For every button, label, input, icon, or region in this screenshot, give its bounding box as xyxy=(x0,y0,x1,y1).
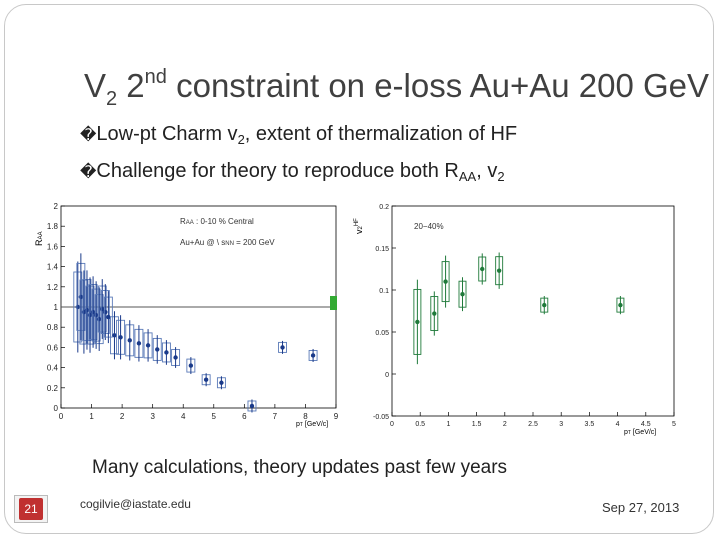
x-tick-label: 6 xyxy=(242,412,247,421)
y-tick-label: 1.2 xyxy=(47,283,59,292)
raa-legend-2: Au+Au @ \ sNN = 200 GeV xyxy=(180,238,275,247)
y-tick-label: -0.05 xyxy=(373,414,389,421)
data-point xyxy=(203,377,209,382)
x-tick-label: 0.5 xyxy=(415,421,425,428)
x-tick-label: 3 xyxy=(150,412,155,421)
v2-xlabel: pT [GeV/c] xyxy=(624,429,656,436)
data-point xyxy=(112,333,117,338)
y-tick-label: 1 xyxy=(54,303,59,312)
data-point xyxy=(78,294,84,300)
bullet-2: �Challenge for theory to reproduce both … xyxy=(80,160,505,184)
y-tick-label: 0 xyxy=(54,404,59,413)
x-tick-label: 3 xyxy=(559,421,563,428)
x-tick-label: 9 xyxy=(334,412,339,421)
data-point xyxy=(480,266,485,272)
slide-frame xyxy=(4,4,714,534)
x-tick-label: 4 xyxy=(181,412,186,421)
y-tick-label: 0.8 xyxy=(47,323,59,332)
data-point xyxy=(93,312,99,318)
data-point xyxy=(136,341,142,346)
data-point xyxy=(75,304,81,310)
slide-title: V2 2nd constraint on e-loss Au+Au 200 Ge… xyxy=(84,66,710,110)
footer-date: Sep 27, 2013 xyxy=(602,500,680,515)
data-point xyxy=(219,380,224,385)
x-tick-label: 8 xyxy=(303,412,308,421)
data-point xyxy=(118,335,123,340)
footer-email: cogilvie@iastate.edu xyxy=(80,497,191,511)
data-point xyxy=(84,307,90,313)
data-point xyxy=(155,347,160,352)
y-tick-label: 0.2 xyxy=(47,384,59,393)
data-point xyxy=(310,353,316,358)
data-point xyxy=(618,302,623,308)
y-tick-label: 1.6 xyxy=(47,242,59,251)
x-tick-label: 0 xyxy=(390,421,394,428)
x-tick-label: 4.5 xyxy=(641,421,651,428)
data-point xyxy=(443,279,448,284)
x-tick-label: 4 xyxy=(616,421,620,428)
data-point xyxy=(460,292,465,297)
y-tick-label: 0.2 xyxy=(379,204,389,211)
x-tick-label: 1 xyxy=(89,412,94,421)
x-tick-label: 5 xyxy=(672,421,676,428)
x-tick-label: 7 xyxy=(273,412,278,421)
x-tick-label: 2.5 xyxy=(528,421,538,428)
y-tick-label: 0.05 xyxy=(375,330,389,337)
y-tick-label: 0.1 xyxy=(379,288,389,295)
data-point xyxy=(103,309,108,315)
x-tick-label: 2 xyxy=(120,412,125,421)
data-point xyxy=(145,343,151,348)
x-tick-label: 1.5 xyxy=(472,421,482,428)
y-tick-label: 0.4 xyxy=(47,364,59,373)
x-tick-label: 2 xyxy=(503,421,507,428)
data-point xyxy=(542,302,547,308)
x-tick-label: 1 xyxy=(446,421,450,428)
data-point xyxy=(106,314,111,320)
data-point xyxy=(249,403,255,409)
data-point xyxy=(127,338,132,343)
bullet-glyph-icon: � xyxy=(80,162,97,181)
page-number-box: 21 xyxy=(14,495,48,523)
v2-legend: 20−40% xyxy=(414,222,444,231)
y-tick-label: 1.8 xyxy=(47,222,59,231)
y-tick-label: 0 xyxy=(385,372,389,379)
bullet-glyph-icon: � xyxy=(80,125,97,144)
raa-xlabel: pT [GeV/c] xyxy=(296,421,328,428)
x-tick-label: 5 xyxy=(212,412,217,421)
y-tick-label: 0.15 xyxy=(375,246,389,253)
y-tick-label: 1.4 xyxy=(47,263,59,272)
page-number: 21 xyxy=(19,498,43,520)
raa-chart: RAA pT [GeV/c] RAA : 0-10 % Central Au+A… xyxy=(34,202,339,428)
v2-ylabel: v2HF xyxy=(354,218,364,234)
x-tick-label: 0 xyxy=(59,412,64,421)
data-point xyxy=(173,355,178,360)
data-point xyxy=(188,363,194,368)
data-point xyxy=(432,311,437,316)
data-point xyxy=(280,345,285,350)
raa-ylabel: RAA xyxy=(34,231,44,246)
v2-chart: v2HF pT [GeV/c] 20−40% -0.0500.050.10.15… xyxy=(354,204,676,436)
slide-caption: Many calculations, theory updates past f… xyxy=(92,457,508,478)
normalization-band xyxy=(330,296,337,310)
raa-legend-1: RAA : 0-10 % Central xyxy=(180,217,254,226)
data-point xyxy=(496,268,502,273)
y-tick-label: 0.6 xyxy=(47,343,59,352)
data-point xyxy=(415,319,420,325)
x-tick-label: 3.5 xyxy=(585,421,595,428)
data-point xyxy=(164,350,169,355)
data-point xyxy=(96,316,102,322)
bullet-1: �Low-pt Charm v2, extent of thermalizati… xyxy=(80,123,518,147)
y-tick-label: 2 xyxy=(54,202,59,211)
